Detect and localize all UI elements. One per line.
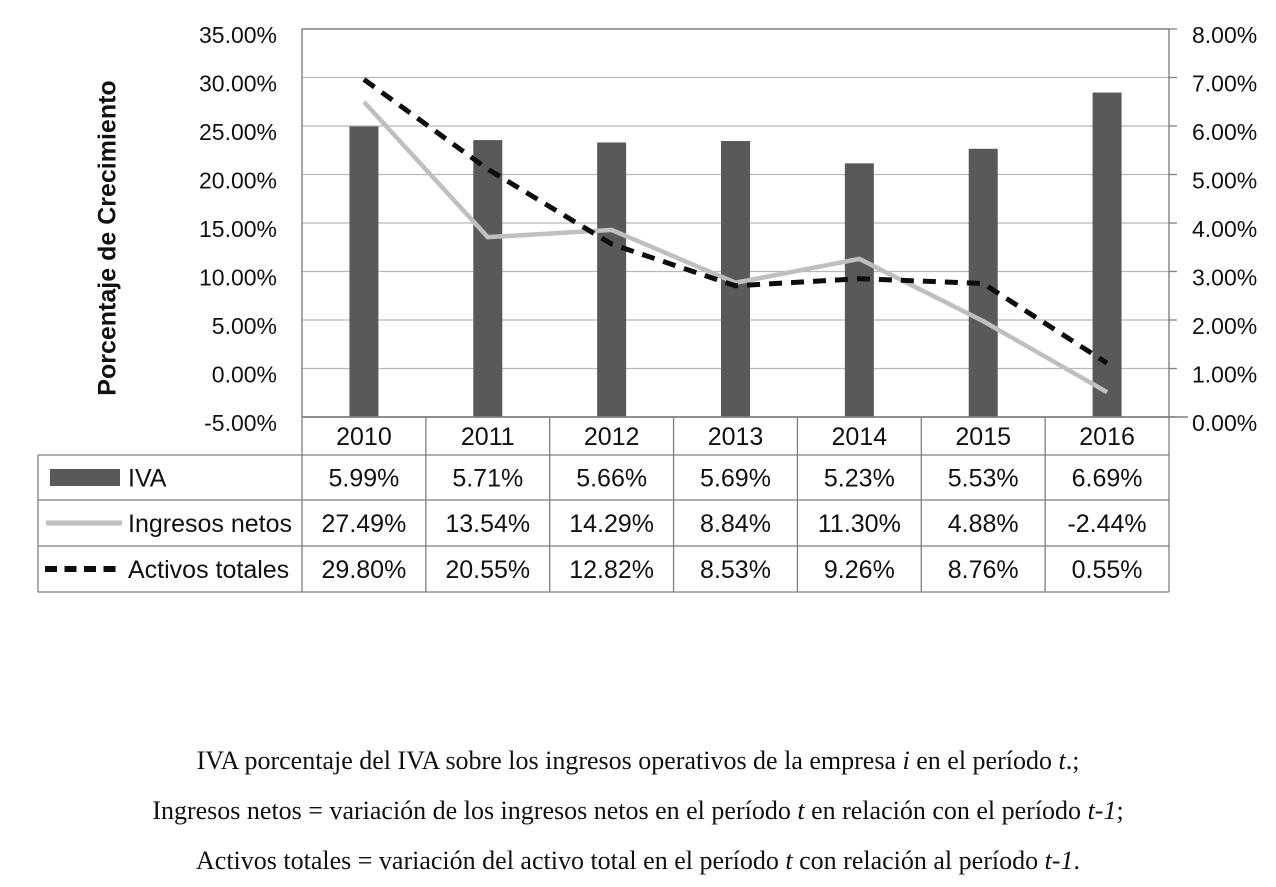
footnote-line: Activos totales = variación del activo t…: [0, 836, 1276, 886]
cell-value: 11.30%: [818, 510, 901, 538]
footnote-text: IVA porcentaje del IVA sobre los ingreso…: [196, 746, 903, 775]
cell-value: 6.69%: [1072, 465, 1143, 493]
year-label: 2011: [461, 423, 515, 451]
legend-bar-swatch: [50, 469, 120, 486]
cell-value: 8.53%: [700, 556, 771, 584]
year-label: 2013: [708, 423, 764, 451]
footnote-text: en relación con el período: [804, 796, 1088, 825]
right-axis-tick-label: 2.00%: [1192, 313, 1257, 339]
line-activos-totales: [362, 77, 1109, 366]
cell-value: 0.55%: [1072, 556, 1143, 584]
left-axis-tick-label: 20.00%: [199, 168, 277, 194]
combo-chart: 35.00% 30.00% 25.00% 20.00% 15.00% 10.00% 5.00…: [37, 22, 1257, 593]
footnote-italic-term: t: [1058, 746, 1066, 775]
right-axis-tick-label: 7.00%: [1192, 71, 1257, 97]
footnote-text: .;: [1065, 746, 1080, 775]
right-axis-tick-label: 5.00%: [1192, 168, 1257, 194]
year-label: 2016: [1079, 423, 1135, 451]
footnote-text: .: [1073, 846, 1080, 875]
right-axis-tick-label: 0.00%: [1192, 410, 1257, 436]
bar-2014: [844, 163, 874, 417]
footnote-line: Ingresos netos = variación de los ingres…: [0, 786, 1276, 836]
footnote-italic-term: t: [785, 846, 793, 875]
cell-value: 5.69%: [700, 465, 771, 493]
left-axis-tick-label: 25.00%: [199, 119, 277, 145]
cell-value: 27.49%: [322, 510, 407, 538]
left-axis-tick-label: -5.00%: [204, 410, 277, 436]
bar-2011: [473, 140, 503, 417]
cell-value: 12.82%: [569, 556, 654, 584]
year-label: 2015: [955, 423, 1011, 451]
footnote-text: Activos totales = variación del activo t…: [196, 846, 786, 875]
cell-value: 4.88%: [948, 510, 1019, 538]
left-axis-tick-label: 10.00%: [199, 265, 277, 291]
year-label: 2010: [336, 423, 392, 451]
right-axis-tick-label: 8.00%: [1192, 22, 1257, 48]
cell-value: 5.71%: [452, 465, 523, 493]
footnote-text: en el período: [909, 746, 1059, 775]
bar-2012: [597, 142, 627, 418]
cell-value: 29.80%: [322, 556, 407, 584]
footnote-text: Ingresos netos = variación de los ingres…: [152, 796, 798, 825]
legend-label: Activos totales: [128, 556, 289, 584]
cell-value: 9.26%: [824, 556, 895, 584]
footnote-italic-term: t-1: [1044, 846, 1074, 875]
bar-2010: [349, 126, 379, 418]
right-axis-tick-label: 1.00%: [1192, 362, 1257, 388]
cell-value: -2.44%: [1067, 510, 1146, 538]
right-axis-tick-label: 4.00%: [1192, 216, 1257, 242]
footnote-italic-term: i: [902, 746, 910, 775]
legend-label: Ingresos netos: [128, 510, 292, 538]
footnote-italic-term: t: [797, 796, 805, 825]
cell-value: 5.23%: [824, 465, 895, 493]
bar-2016: [1092, 92, 1122, 417]
footnotes: IVA porcentaje del IVA sobre los ingreso…: [0, 736, 1276, 886]
cell-value: 5.99%: [328, 465, 399, 493]
footnote-text: con relación al período: [792, 846, 1045, 875]
left-axis-tick-label: 0.00%: [212, 362, 277, 388]
line-ingresos-netos: [362, 100, 1109, 395]
left-axis-tick-label: 35.00%: [199, 22, 277, 48]
legend-label: IVA: [128, 465, 167, 493]
footnote-italic-term: t-1: [1087, 796, 1117, 825]
footnote-text: ;: [1116, 796, 1124, 825]
year-label: 2012: [584, 423, 640, 451]
left-axis-tick-label: 15.00%: [199, 216, 277, 242]
cell-value: 8.76%: [948, 556, 1019, 584]
cell-value: 13.54%: [445, 510, 530, 538]
left-axis-tick-label: 30.00%: [199, 71, 277, 97]
left-axis-tick-label: 5.00%: [212, 313, 277, 339]
cell-value: 20.55%: [445, 556, 530, 584]
footnote-line: IVA porcentaje del IVA sobre los ingreso…: [0, 736, 1276, 786]
cell-value: 5.53%: [948, 465, 1019, 493]
cell-value: 14.29%: [569, 510, 654, 538]
right-axis-tick-label: 3.00%: [1192, 265, 1257, 291]
year-label: 2014: [832, 423, 888, 451]
cell-value: 8.84%: [700, 510, 771, 538]
right-axis-tick-label: 6.00%: [1192, 119, 1257, 145]
cell-value: 5.66%: [576, 465, 647, 493]
